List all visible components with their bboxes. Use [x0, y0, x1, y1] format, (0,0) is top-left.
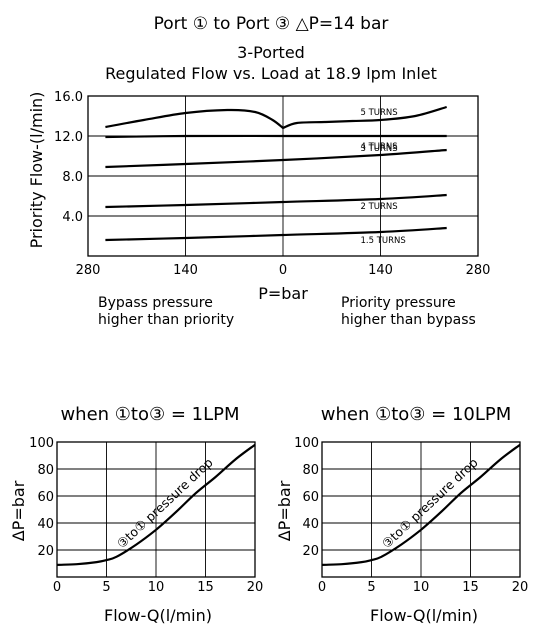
- small-chart-1lpm-frame: [56, 441, 256, 578]
- main-x-tick-label: 280: [76, 263, 101, 278]
- main-y-axis-label: Priority Flow-(l/min): [27, 92, 46, 249]
- x-tick-label: 5: [102, 580, 110, 595]
- x-tick-label: 20: [512, 580, 529, 595]
- small-chart-10lpm-y-axis-label: ΔP=bar: [275, 480, 294, 541]
- small-chart-10lpm-frame: [321, 441, 521, 578]
- x-tick-label: 10: [148, 580, 165, 595]
- x-tick-label: 0: [318, 580, 326, 595]
- series-line-1-5-turns: [105, 226, 447, 242]
- y-tick-label: 20: [37, 544, 54, 559]
- x-tick-label: 15: [462, 580, 479, 595]
- y-tick-label: 100: [29, 436, 54, 451]
- figure-subtitle-line1: 3-Ported: [237, 43, 305, 62]
- y-tick-label: 80: [37, 463, 54, 478]
- figure-subtitle-line2: Regulated Flow vs. Load at 18.9 lpm Inle…: [105, 64, 437, 83]
- main-chart: 16.0 12.0 8.0 4.0 280 140 0 140 280 5 TURNS 4 TU…: [27, 90, 490, 328]
- small-chart-10lpm-x-axis-label: Flow-Q(l/min): [370, 606, 478, 625]
- y-tick-label: 20: [302, 544, 319, 559]
- pressure-drop-curve: [56, 443, 256, 566]
- small-chart-1lpm-y-axis-label: ΔP=bar: [9, 480, 28, 541]
- main-chart-frame: [87, 95, 479, 257]
- y-tick-label: 80: [302, 463, 319, 478]
- y-tick-label: 60: [302, 490, 319, 505]
- series-line-5-turns: [105, 105, 448, 130]
- figure-title: Port ① to Port ③ △P=14 bar: [154, 14, 389, 34]
- x-tick-label: 10: [413, 580, 430, 595]
- y-tick-label: 40: [37, 517, 54, 532]
- x-tick-label: 0: [53, 580, 61, 595]
- main-x-tick-label: 280: [466, 263, 491, 278]
- main-y-tick-label: 16.0: [54, 90, 83, 105]
- main-x-tick-label: 140: [368, 263, 393, 278]
- series-label: 5 TURNS: [361, 108, 398, 118]
- annotation-left-line1: Bypass pressure: [98, 295, 213, 311]
- y-tick-label: 60: [37, 490, 54, 505]
- annotation-right-line1: Priority pressure: [341, 295, 456, 311]
- y-tick-label: 100: [294, 436, 319, 451]
- main-x-tick-label: 140: [173, 263, 198, 278]
- series-label: 3 TURNS: [361, 144, 398, 154]
- x-tick-label: 20: [247, 580, 264, 595]
- main-x-axis-label: P=bar: [258, 284, 308, 303]
- annotation-right-line2: higher than bypass: [341, 312, 476, 328]
- x-tick-label: 15: [197, 580, 214, 595]
- small-chart-1lpm-title: when ①to③ = 1LPM: [60, 404, 239, 425]
- series-label: 1.5 TURNS: [361, 236, 406, 246]
- main-y-tick-label: 4.0: [62, 210, 83, 225]
- series-label: 4 TURNS: [361, 142, 398, 152]
- main-y-tick-label: 12.0: [54, 130, 83, 145]
- main-y-tick-label: 8.0: [62, 170, 83, 185]
- series-line-4-turns: [105, 134, 447, 139]
- pressure-drop-curve: [321, 443, 521, 566]
- y-tick-label: 40: [302, 517, 319, 532]
- x-tick-label: 5: [367, 580, 375, 595]
- small-chart-1lpm-x-axis-label: Flow-Q(l/min): [104, 606, 212, 625]
- series-label: 2 TURNS: [361, 202, 398, 212]
- series-line-2-turns: [105, 193, 447, 209]
- annotation-left-line2: higher than priority: [98, 312, 234, 328]
- small-chart-10lpm-title: when ①to③ = 10LPM: [321, 404, 512, 425]
- main-x-tick-label: 0: [279, 263, 287, 278]
- series-line-3-turns: [105, 148, 447, 169]
